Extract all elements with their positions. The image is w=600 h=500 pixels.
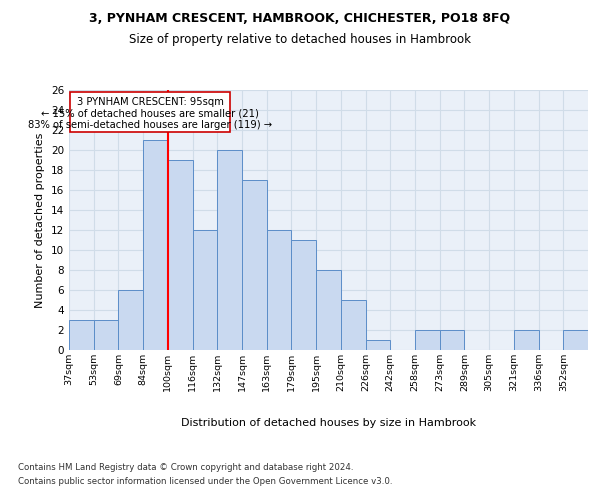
Bar bbox=[563, 330, 588, 350]
Bar bbox=[365, 340, 390, 350]
Text: 83% of semi-detached houses are larger (119) →: 83% of semi-detached houses are larger (… bbox=[28, 120, 272, 130]
Bar bbox=[316, 270, 341, 350]
Text: Distribution of detached houses by size in Hambrook: Distribution of detached houses by size … bbox=[181, 418, 476, 428]
Bar bbox=[118, 290, 143, 350]
Text: Contains public sector information licensed under the Open Government Licence v3: Contains public sector information licen… bbox=[18, 478, 392, 486]
Bar bbox=[341, 300, 365, 350]
Text: Size of property relative to detached houses in Hambrook: Size of property relative to detached ho… bbox=[129, 32, 471, 46]
Text: 3 PYNHAM CRESCENT: 95sqm: 3 PYNHAM CRESCENT: 95sqm bbox=[77, 97, 223, 107]
Bar bbox=[168, 160, 193, 350]
Text: ← 15% of detached houses are smaller (21): ← 15% of detached houses are smaller (21… bbox=[41, 109, 259, 119]
FancyBboxPatch shape bbox=[70, 92, 230, 132]
Bar bbox=[415, 330, 440, 350]
Text: 3, PYNHAM CRESCENT, HAMBROOK, CHICHESTER, PO18 8FQ: 3, PYNHAM CRESCENT, HAMBROOK, CHICHESTER… bbox=[89, 12, 511, 26]
Bar bbox=[193, 230, 217, 350]
Bar bbox=[217, 150, 242, 350]
Bar bbox=[440, 330, 464, 350]
Text: Contains HM Land Registry data © Crown copyright and database right 2024.: Contains HM Land Registry data © Crown c… bbox=[18, 462, 353, 471]
Bar bbox=[242, 180, 267, 350]
Bar bbox=[267, 230, 292, 350]
Bar bbox=[292, 240, 316, 350]
Bar bbox=[143, 140, 168, 350]
Y-axis label: Number of detached properties: Number of detached properties bbox=[35, 132, 46, 308]
Bar bbox=[94, 320, 118, 350]
Bar bbox=[514, 330, 539, 350]
Bar bbox=[69, 320, 94, 350]
